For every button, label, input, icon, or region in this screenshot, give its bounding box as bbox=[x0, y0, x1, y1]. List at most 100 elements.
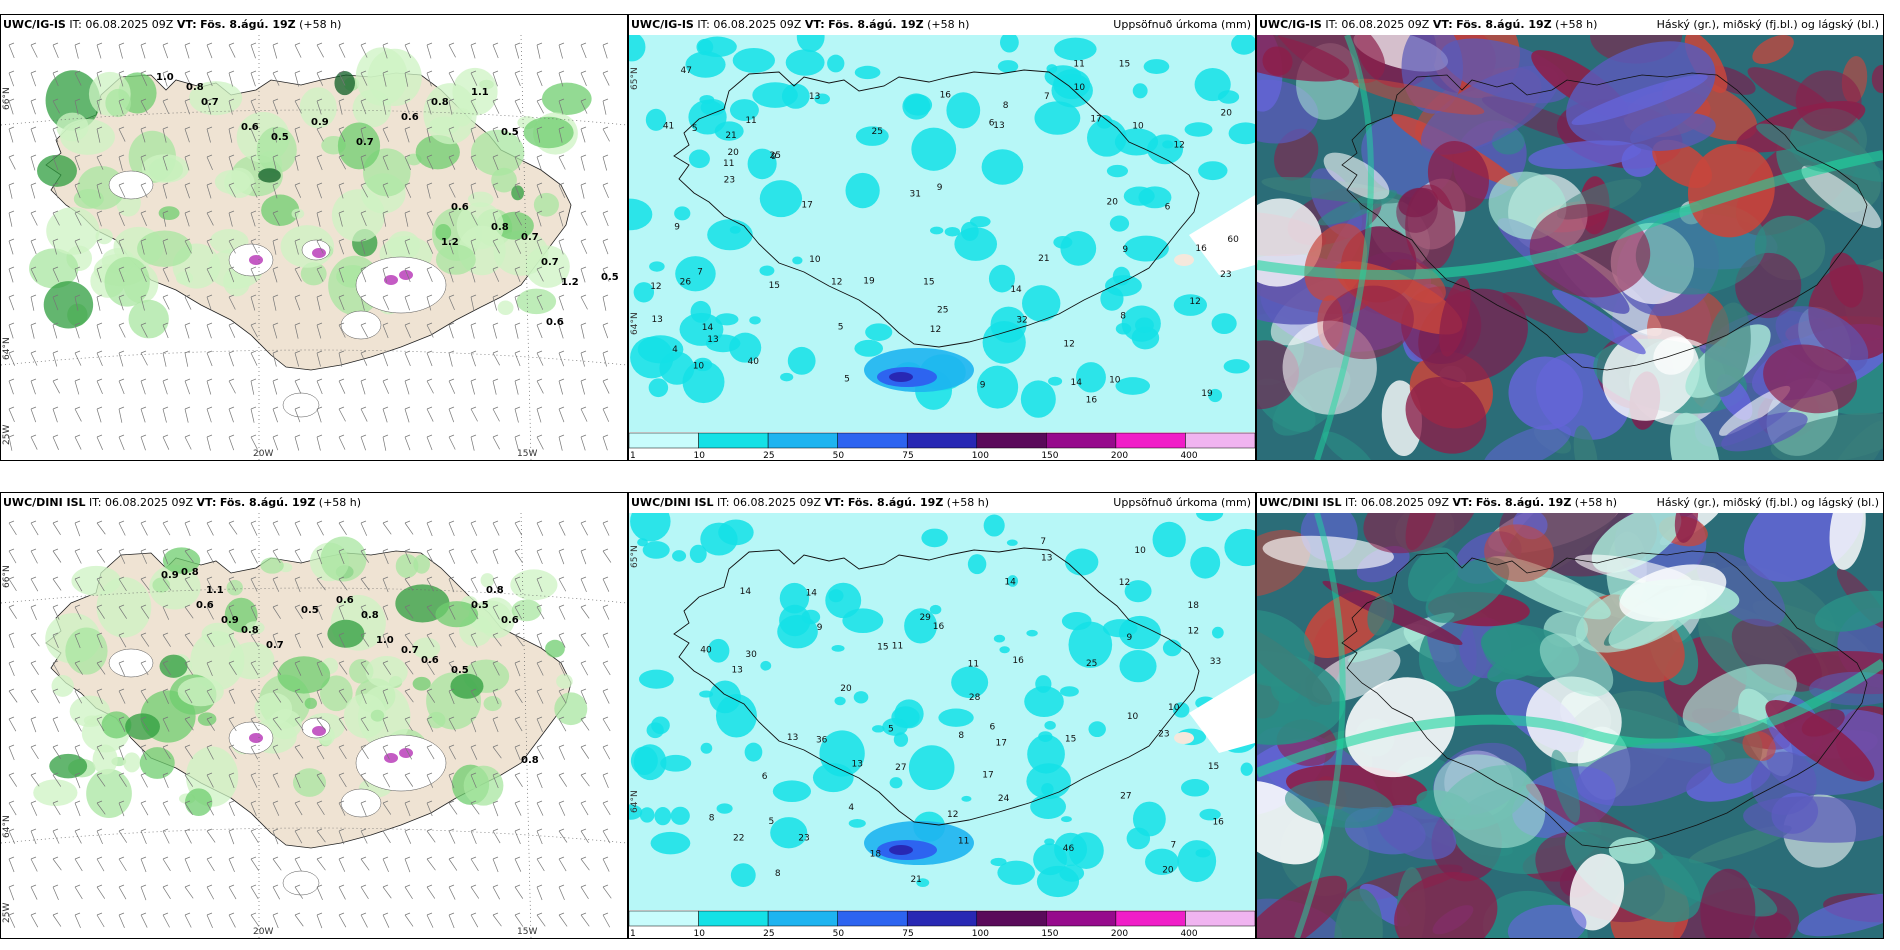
model-name: UWC/IG-IS bbox=[3, 18, 66, 31]
precip-value-label: 9 bbox=[937, 183, 943, 193]
colorbar-bin bbox=[906, 432, 978, 449]
precip-value-label: 13 bbox=[852, 759, 863, 769]
precip-value-label: 9 bbox=[1122, 245, 1128, 255]
precip-value-label: 0.7 bbox=[266, 640, 284, 651]
precip-value-label: 21 bbox=[910, 875, 921, 885]
lat-label-64: 64°N bbox=[2, 337, 12, 360]
it-value: 06.08.2025 09Z bbox=[733, 496, 822, 509]
precip-colorbar: 1 10 25 50 75 100 150 200 400 bbox=[629, 432, 1255, 460]
precip-value-label: 20 bbox=[1107, 198, 1119, 208]
vt-label: VT: bbox=[824, 496, 845, 509]
precip-value-label: 12 bbox=[930, 325, 941, 335]
precip-value-label: 40 bbox=[748, 357, 760, 367]
precip-value-label: 20 bbox=[727, 148, 739, 158]
precip-value-label: 31 bbox=[910, 190, 921, 200]
precip-value-label: 0.8 bbox=[491, 222, 509, 233]
colorbar-bin bbox=[837, 432, 908, 449]
vt-label: VT: bbox=[176, 18, 197, 31]
precip-value-label: 7 bbox=[1040, 537, 1046, 547]
precip-value-label: 15 bbox=[1208, 762, 1219, 772]
lead-time: (+58 h) bbox=[927, 18, 970, 31]
wind-map: 1.0 0.8 0.7 0.6 0.5 0.9 0.7 0.6 0.8 1.1 0.5 0.6 0.8 0… bbox=[1, 35, 627, 460]
precip-value-label: 6 bbox=[989, 119, 995, 129]
precip-value-label: 23 bbox=[1220, 270, 1231, 280]
colorbar-bin bbox=[698, 910, 769, 927]
precip-value-label: 12 bbox=[831, 277, 842, 287]
precip-value-label: 5 bbox=[768, 817, 774, 827]
precip-value-label: 25 bbox=[937, 305, 948, 315]
panel-header: UWC/DINI ISL IT: 06.08.2025 09Z VT: Fös.… bbox=[629, 493, 1255, 513]
precip-value-label: 23 bbox=[1158, 730, 1169, 740]
precip-value-label: 12 bbox=[650, 282, 661, 292]
precip-value-label: 0.6 bbox=[451, 202, 469, 213]
colorbar-bin bbox=[1115, 910, 1186, 927]
model-name: UWC/DINI ISL bbox=[3, 496, 86, 509]
lead-time: (+58 h) bbox=[299, 18, 342, 31]
precip-value-label: 11 bbox=[968, 660, 979, 670]
precip-value-label: 13 bbox=[731, 665, 742, 675]
colorbar-bin bbox=[1185, 432, 1255, 449]
precip-value-label: 11 bbox=[958, 836, 969, 846]
precip-value-label: 26 bbox=[680, 277, 692, 287]
precip-value-label: 10 bbox=[1127, 712, 1139, 722]
lon-label-15: 15W bbox=[517, 927, 538, 937]
colorbar-bin bbox=[1046, 432, 1117, 449]
precip-value-label: 14 bbox=[740, 587, 752, 597]
precip-value-label: 40 bbox=[700, 646, 712, 656]
precip-value-label: 12 bbox=[1188, 626, 1199, 636]
precip-value-label: 0.8 bbox=[486, 585, 504, 596]
lead-time: (+58 h) bbox=[1574, 496, 1618, 509]
precip-value-label: 0.6 bbox=[421, 655, 439, 666]
precip-value-label: 19 bbox=[1201, 389, 1213, 399]
precip-value-label: 0.5 bbox=[451, 665, 469, 676]
precip-value-label: 6 bbox=[990, 723, 996, 733]
precip-value-label: 1.1 bbox=[471, 87, 489, 98]
model-name: UWC/IG-IS bbox=[1259, 18, 1322, 31]
precip-value-label: 0.9 bbox=[311, 117, 329, 128]
precip-value-label: 13 bbox=[707, 335, 718, 345]
precip-value-label: 0.8 bbox=[181, 567, 199, 578]
precip-value-label: 25 bbox=[871, 127, 882, 137]
precip-value-label: 32 bbox=[1016, 316, 1027, 326]
precip-value-label: 1.2 bbox=[561, 277, 579, 288]
panel-precip-row1: UWC/IG-IS IT: 06.08.2025 09Z VT: Fös. 8.… bbox=[628, 14, 1256, 461]
precip-value-label: 10 bbox=[1132, 122, 1144, 132]
precip-value-label: 0.8 bbox=[186, 82, 204, 93]
lat-label-65: 65°N bbox=[630, 67, 640, 90]
precip-value-label: 6 bbox=[1165, 203, 1171, 213]
colorbar-tick-label: 150 bbox=[1041, 451, 1058, 460]
precip-value-label: 4 bbox=[848, 803, 854, 813]
colorbar-bin bbox=[698, 432, 769, 449]
precip-value-label: 9 bbox=[674, 223, 680, 233]
precip-value-label: 25 bbox=[1086, 659, 1097, 669]
precip-value-label: 28 bbox=[969, 693, 981, 703]
colorbar-bin bbox=[1185, 910, 1255, 927]
lon-label-25: 25W bbox=[2, 902, 12, 923]
precip-value-label: 17 bbox=[801, 200, 812, 210]
lon-label-20: 20W bbox=[253, 927, 274, 937]
precip-value-label: 24 bbox=[998, 794, 1010, 804]
precip-value-label: 27 bbox=[895, 763, 906, 773]
iceland-coastline bbox=[673, 547, 1200, 826]
precip-value-label: 16 bbox=[1212, 818, 1224, 828]
lon-label-25: 25W bbox=[2, 424, 12, 445]
colorbar-bin bbox=[629, 910, 699, 927]
colorbar-bin bbox=[837, 910, 908, 927]
panel-cloud-row1: UWC/IG-IS IT: 06.08.2025 09Z VT: Fös. 8.… bbox=[1256, 14, 1884, 461]
precip-value-label: 9 bbox=[1127, 633, 1133, 643]
model-name: UWC/DINI ISL bbox=[1259, 496, 1342, 509]
precip-value-label: 10 bbox=[1134, 546, 1146, 556]
wind-map: 0.9 0.8 1.1 0.6 0.9 0.8 0.7 0.5 0.6 0.8 1.0 0.7 0.6 0… bbox=[1, 513, 627, 938]
it-value: 06.08.2025 09Z bbox=[1341, 18, 1430, 31]
precip-value-label: 15 bbox=[877, 643, 888, 653]
colorbar-tick-label: 400 bbox=[1180, 929, 1197, 938]
colorbar-tick-label: 1 bbox=[630, 451, 636, 460]
precip-value-label: 0.6 bbox=[546, 317, 564, 328]
precip-value-label: 0.5 bbox=[601, 272, 619, 283]
precip-value-label: 47 bbox=[680, 66, 691, 76]
precip-value-label: 1.0 bbox=[156, 72, 174, 83]
lat-label-66: 66°N bbox=[2, 87, 12, 110]
precip-value-label: 13 bbox=[787, 733, 798, 743]
panel-header: UWC/IG-IS IT: 06.08.2025 09Z VT: Fös. 8.… bbox=[1257, 15, 1883, 35]
colorbar-bin bbox=[1115, 432, 1186, 449]
